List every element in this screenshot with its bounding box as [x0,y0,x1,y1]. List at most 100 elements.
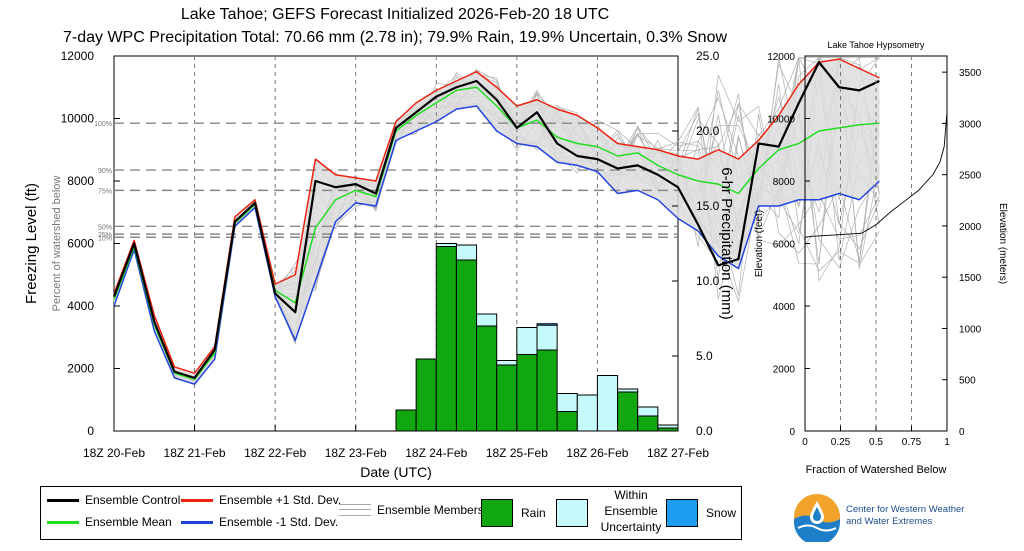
legend-swatch-snow [666,499,698,527]
uncertain-bar [435,243,457,247]
y2-tick-label: 5.0 [696,349,713,363]
legend-label-members: Ensemble Members [377,503,484,517]
legend-label-snow: Snow [706,506,737,520]
uncertain-bar [516,327,538,355]
y-tick-label: 4000 [67,299,94,313]
hypso-y2-tick-label: 500 [959,376,976,387]
rain-bar [637,415,659,432]
percent-line-label: 50% [98,224,112,231]
x-tick-label: 18Z 23-Feb [325,446,387,460]
rain-bar [536,349,558,432]
y-axis-inner-label: Percent of watershed below [51,176,63,312]
legend-mean: Ensemble Mean [47,515,172,529]
uncertain-bar [455,244,478,261]
y2-axis-label: 6-hr Precipitation (mm) [718,167,735,320]
legend-minus: Ensemble -1 Std. Dev. [181,515,338,529]
series-line-ensemble-1-std-dev- [113,105,880,385]
legend-swatch-mean [47,520,79,524]
legend-label-mean: Ensemble Mean [85,515,172,529]
legend-swatch-control [47,498,79,502]
hypso-y-label: Elevation (feet) [754,210,765,277]
hypso-y2-tick-label: 3500 [959,68,982,79]
y-tick-label: 8000 [67,174,94,188]
uncertain-bar [476,313,498,327]
percent-line-label: 90% [98,168,112,175]
uncertain-bar [556,393,578,412]
rain-bar [496,364,518,432]
percent-line-label: 75% [98,188,112,195]
legend-uncertain-line1: Within [614,488,648,502]
percent-line-label: 100% [94,121,112,128]
uncertain-bar [576,394,598,432]
hypso-x-tick-label: 0.75 [902,437,922,448]
y2-tick-label: 10.0 [696,274,720,288]
legend-label-uncertain: Within Ensemble Uncertainty [591,487,671,535]
y-tick-label: 10000 [61,112,95,126]
legend-uncertain-line3: Uncertainty [600,520,662,534]
y-tick-label: 2000 [67,362,94,376]
rain-bar [455,259,478,432]
hypso-x-label: Fraction of Watershed Below [806,464,947,476]
chart-title: Lake Tahoe; GEFS Forecast Initialized 20… [180,6,610,23]
x-tick-label: 18Z 20-Feb [83,446,145,460]
legend-uncertain-line2: Ensemble [604,504,658,518]
hypso-y2-tick-label: 3000 [959,119,982,130]
freezing-level-lines [112,58,880,385]
series-line-ensemble-1-std-dev- [113,58,880,374]
ensemble-spread-band [114,59,880,385]
cw3e-line2: and Water Extremes [846,516,933,527]
rain-bar [516,354,538,432]
main-axes: 0 2000 4000 6000 8000 10000 12000 0.0 5.0 10.0 15.… [23,49,735,480]
percent-line-label: 10% [98,235,112,242]
snow-bar [536,323,558,326]
legend-uncertain [556,499,596,527]
x-tick-label: 18Z 25-Feb [486,446,548,460]
x-tick-label: 18Z 22-Feb [244,446,306,460]
cw3e-line1: Center for Western Weather [846,504,965,515]
hypso-y-tick-label: 10000 [767,115,795,126]
hypso-x-tick-label: 0.5 [869,437,883,448]
spread-band-fill [114,59,880,385]
uncertain-bar [496,360,518,366]
y2-tick-label: 20.0 [696,124,720,138]
hypso-y-tick-label: 12000 [767,52,795,63]
series-line-ensemble-control [112,61,880,379]
percent-lines: 100% 90% 75% 50%25%10% [94,121,678,242]
y-tick-label: 12000 [61,49,95,63]
cw3e-logo: Center for Western Weather and Water Ext… [790,490,1020,546]
hypso-x-tick-label: 0.25 [831,437,851,448]
hypso-y-tick-label: 8000 [773,177,796,188]
hypso-y-tick-label: 4000 [773,302,796,313]
hypso-curve [804,112,948,238]
legend-swatch-plus [181,498,213,502]
rain-bar [476,325,498,432]
legend-plus: Ensemble +1 Std. Dev. [181,493,341,507]
hypso-x-tick-label: 1 [944,437,950,448]
legend-rain: Rain [481,499,546,527]
uncertain-bar [536,324,558,351]
hypso-y2-tick-label: 1500 [959,273,982,284]
percent-line-label: 25% [98,232,112,239]
legend-label-minus: Ensemble -1 Std. Dev. [219,515,339,529]
rain-bar [415,358,437,432]
x-tick-label: 18Z 27-Feb [647,446,709,460]
legend-swatch-rain [481,499,513,527]
legend: Ensemble Control Ensemble Mean Ensemble … [40,486,742,540]
y2-tick-label: 25.0 [696,49,720,63]
hypso-title: Lake Tahoe Hypsometry [828,40,925,50]
rain-bar [556,411,578,432]
rain-bar [395,409,417,432]
uncertain-bar [596,375,619,432]
hypso-x-tick-label: 0 [802,437,808,448]
precip-bars [395,243,679,432]
hypso-y-tick-label: 0 [789,427,795,438]
x-axis-label: Date (UTC) [360,464,432,480]
x-tick-label: 18Z 26-Feb [566,446,628,460]
uncertain-bar [657,424,679,429]
rain-bar [617,391,639,432]
legend-swatch-minus [181,520,213,524]
legend-label-control: Ensemble Control [85,493,181,507]
cw3e-logo-text: Center for Western Weather and Water Ext… [846,504,964,528]
legend-swatch-members [339,504,371,516]
